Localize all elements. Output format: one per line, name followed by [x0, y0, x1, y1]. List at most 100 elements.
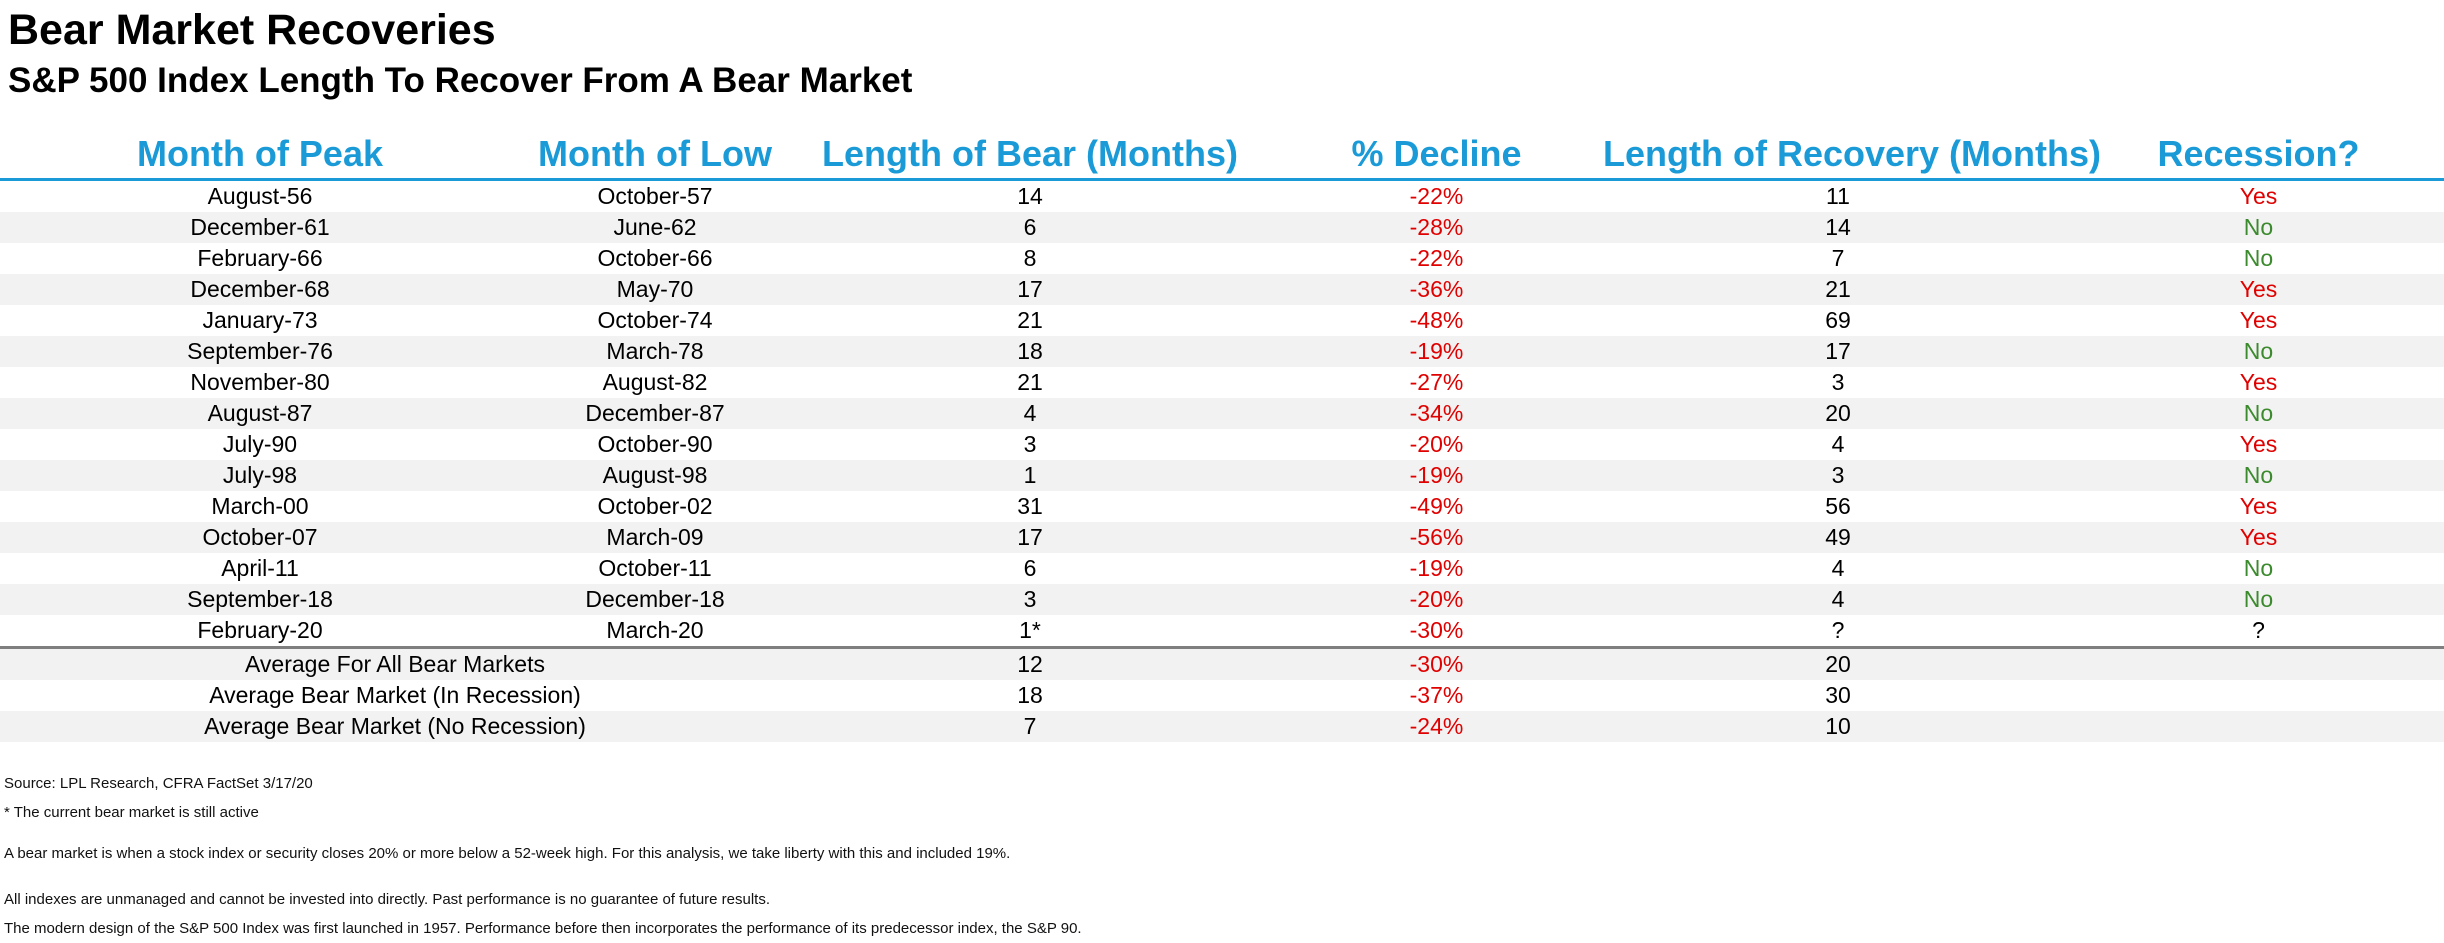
- cell-recession: No: [2073, 212, 2444, 243]
- cell-recession: Yes: [2239, 493, 2278, 519]
- cell-length-of-recovery: 3: [1603, 460, 2073, 491]
- header-length-of-recovery: Length of Recovery (Months): [1603, 130, 2101, 181]
- cell-length-of-recovery: 11: [1826, 183, 1850, 209]
- average-length-of-recovery: 10: [1603, 711, 2073, 742]
- cell-percent-decline: -28%: [1270, 212, 1603, 243]
- average-row-label: Average Bear Market (No Recession): [0, 711, 790, 742]
- history-note: The modern design of the S&P 500 Index w…: [4, 920, 1082, 937]
- cell-recession: Yes: [2239, 183, 2278, 209]
- cell-month-of-peak: March-00: [211, 493, 309, 519]
- cell-recession: Yes: [2239, 369, 2278, 395]
- cell-length-of-bear: 21: [1017, 307, 1043, 333]
- cell-length-of-bear: 3: [1023, 431, 1037, 457]
- average-length-of-recovery: 30: [1825, 682, 1851, 708]
- cell-length-of-recovery: 4: [1603, 584, 2073, 615]
- cell-percent-decline: -20%: [1409, 431, 1464, 457]
- cell-length-of-bear: 18: [790, 336, 1270, 367]
- average-percent-decline: -24%: [1270, 711, 1603, 742]
- cell-length-of-recovery: 20: [1603, 398, 2073, 429]
- cell-length-of-bear: 6: [790, 212, 1270, 243]
- cell-percent-decline: -49%: [1409, 493, 1464, 519]
- cell-month-of-low: March-20: [606, 617, 704, 643]
- cell-percent-decline: -19%: [1270, 336, 1603, 367]
- cell-month-of-low: March-09: [520, 522, 790, 553]
- cell-month-of-low: December-87: [520, 398, 790, 429]
- disclaimer-note: All indexes are unmanaged and cannot be …: [4, 891, 771, 908]
- cell-length-of-bear: 14: [1017, 183, 1043, 209]
- cell-recession: No: [2073, 584, 2444, 615]
- average-recession-empty: [2073, 680, 2444, 711]
- cell-month-of-peak: February-20: [197, 617, 323, 643]
- cell-percent-decline: -56%: [1270, 522, 1603, 553]
- cell-month-of-peak: April-11: [221, 555, 299, 581]
- cell-month-of-peak: December-68: [0, 274, 520, 305]
- average-row-label: Average Bear Market (In Recession): [209, 682, 581, 708]
- cell-recession: No: [2073, 336, 2444, 367]
- cell-recession: No: [2243, 555, 2274, 581]
- average-percent-decline: -30%: [1270, 646, 1603, 680]
- cell-percent-decline: -20%: [1270, 584, 1603, 615]
- page-subtitle: S&P 500 Index Length To Recover From A B…: [8, 61, 913, 100]
- cell-length-of-bear: 31: [1017, 493, 1043, 519]
- cell-length-of-bear: 8: [1023, 245, 1037, 271]
- definition-note: A bear market is when a stock index or s…: [4, 845, 1011, 862]
- cell-length-of-recovery: 17: [1603, 336, 2073, 367]
- cell-month-of-peak: September-18: [0, 584, 520, 615]
- cell-length-of-recovery: ?: [1831, 617, 1845, 643]
- cell-month-of-low: October-90: [597, 431, 713, 457]
- cell-recession: Yes: [2073, 274, 2444, 305]
- bear-market-table: Month of Peak Month of Low Length of Bea…: [0, 130, 2444, 742]
- cell-length-of-bear: 17: [790, 274, 1270, 305]
- cell-length-of-recovery: 14: [1603, 212, 2073, 243]
- cell-month-of-peak: January-73: [202, 307, 318, 333]
- cell-length-of-recovery: 3: [1831, 369, 1845, 395]
- cell-month-of-peak: December-61: [0, 212, 520, 243]
- cell-month-of-low: May-70: [520, 274, 790, 305]
- cell-month-of-low: October-66: [597, 245, 713, 271]
- cell-length-of-recovery: 4: [1831, 555, 1845, 581]
- cell-length-of-recovery: 69: [1825, 307, 1851, 333]
- cell-month-of-peak: July-90: [222, 431, 298, 457]
- cell-length-of-bear: 21: [1017, 369, 1043, 395]
- cell-length-of-recovery: 56: [1825, 493, 1851, 519]
- header-month-of-peak: Month of Peak: [0, 130, 520, 181]
- cell-month-of-low: October-74: [597, 307, 713, 333]
- header-length-of-bear: Length of Bear (Months): [790, 130, 1270, 181]
- cell-month-of-peak: February-66: [197, 245, 323, 271]
- cell-length-of-recovery: 4: [1831, 431, 1845, 457]
- cell-month-of-low: August-82: [602, 369, 708, 395]
- cell-recession: Yes: [2239, 307, 2278, 333]
- cell-recession: Yes: [2073, 522, 2444, 553]
- cell-percent-decline: -22%: [1409, 245, 1464, 271]
- average-length-of-recovery: 20: [1603, 646, 2073, 680]
- cell-percent-decline: -27%: [1409, 369, 1464, 395]
- cell-month-of-peak: September-76: [0, 336, 520, 367]
- cell-length-of-bear: 6: [1023, 555, 1037, 581]
- cell-recession: No: [2073, 460, 2444, 491]
- cell-percent-decline: -19%: [1270, 460, 1603, 491]
- cell-month-of-peak: October-07: [0, 522, 520, 553]
- header-percent-decline: % Decline: [1270, 130, 1603, 181]
- page-title: Bear Market Recoveries: [8, 6, 496, 54]
- cell-recession: Yes: [2239, 431, 2278, 457]
- cell-month-of-low: August-98: [520, 460, 790, 491]
- cell-percent-decline: -22%: [1409, 183, 1464, 209]
- cell-percent-decline: -30%: [1409, 617, 1464, 643]
- average-length-of-bear: 12: [790, 646, 1270, 680]
- cell-month-of-peak: July-98: [0, 460, 520, 491]
- average-length-of-bear: 7: [790, 711, 1270, 742]
- average-row-label: Average For All Bear Markets: [0, 646, 790, 680]
- cell-recession: No: [2073, 398, 2444, 429]
- cell-length-of-bear: 17: [790, 522, 1270, 553]
- cell-month-of-low: October-11: [598, 555, 712, 581]
- cell-month-of-low: December-18: [520, 584, 790, 615]
- cell-month-of-peak: August-87: [0, 398, 520, 429]
- cell-month-of-peak: August-56: [207, 183, 313, 209]
- source-note: Source: LPL Research, CFRA FactSet 3/17/…: [4, 775, 313, 792]
- cell-percent-decline: -19%: [1409, 555, 1464, 581]
- cell-length-of-recovery: 49: [1603, 522, 2073, 553]
- cell-length-of-bear: 4: [790, 398, 1270, 429]
- cell-length-of-recovery: 21: [1603, 274, 2073, 305]
- cell-month-of-low: October-02: [597, 493, 713, 519]
- cell-recession: ?: [2252, 617, 2265, 643]
